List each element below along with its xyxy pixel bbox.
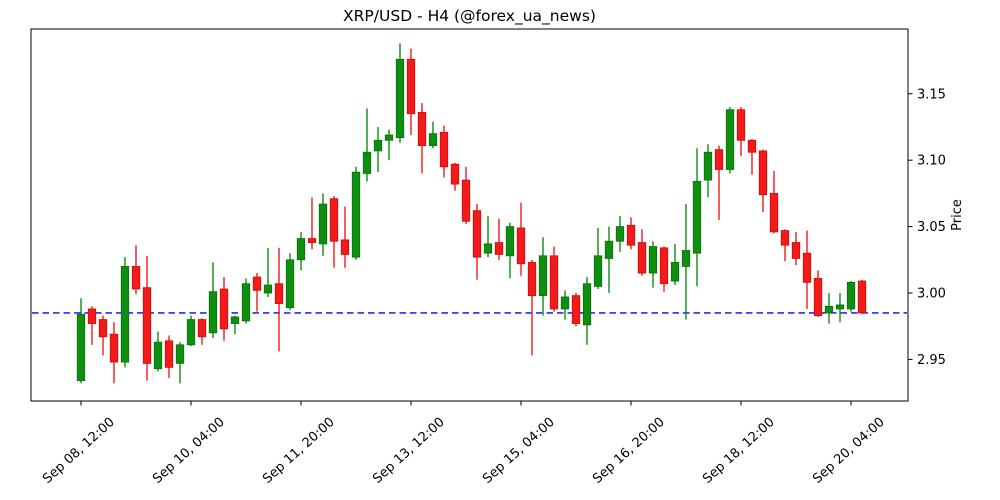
candle-body — [527, 262, 537, 297]
x-tick-label: Sep 15, 04:00 — [480, 415, 558, 487]
candle-body — [208, 291, 218, 334]
candle-body — [131, 266, 141, 290]
candle-body — [285, 259, 295, 309]
candle-body — [670, 262, 680, 282]
candle-body — [516, 227, 526, 265]
candle-body — [857, 280, 867, 314]
candle-body — [505, 226, 515, 257]
candle-body — [604, 240, 614, 259]
candle-body — [538, 255, 548, 297]
x-tick-label: Sep 11, 20:00 — [260, 415, 338, 487]
x-tick-label: Sep 13, 12:00 — [370, 415, 448, 487]
candle-body — [153, 341, 163, 370]
candle-body — [626, 224, 636, 246]
candle-body — [373, 139, 383, 152]
candle-body — [791, 242, 801, 259]
candle-body — [197, 319, 207, 338]
candle-body — [703, 151, 713, 181]
candle-body — [109, 333, 119, 363]
candle-body — [395, 58, 405, 139]
y-tick-label: 3.05 — [917, 220, 946, 235]
candle-body — [263, 284, 273, 294]
candle-body — [142, 287, 152, 364]
plot-border — [30, 28, 909, 402]
candle-body — [769, 192, 779, 233]
x-tick-label: Sep 08, 12:00 — [40, 415, 118, 487]
candle-body — [307, 238, 317, 243]
candle-body — [747, 139, 757, 153]
candle-body — [582, 283, 592, 326]
candle-body — [120, 266, 130, 363]
candle-body — [813, 277, 823, 316]
candle-body — [494, 242, 504, 255]
candle-body — [560, 296, 570, 310]
candle-body — [175, 344, 185, 364]
candle-body — [725, 109, 735, 170]
candle-body — [241, 283, 251, 322]
candle-body — [637, 242, 647, 274]
candle-body — [692, 181, 702, 254]
candle-body — [824, 305, 834, 314]
candle-body — [593, 255, 603, 287]
x-tick-label: Sep 20, 04:00 — [810, 415, 888, 487]
candle-body — [186, 319, 196, 346]
candle-body — [714, 149, 724, 170]
y-tick-label: 3.10 — [917, 154, 946, 169]
candle-body — [318, 203, 328, 245]
candle-body — [835, 304, 845, 310]
candle-body — [417, 111, 427, 146]
y-tick-label: 3.15 — [917, 87, 946, 102]
x-tick-label: Sep 10, 04:00 — [150, 415, 228, 487]
candle-body — [681, 250, 691, 267]
candle-body — [252, 276, 262, 291]
price-axis-label: Price — [950, 199, 965, 231]
candle-body — [296, 238, 306, 261]
candle-body — [274, 283, 284, 305]
candle-body — [846, 281, 856, 310]
candle-body — [76, 313, 86, 382]
candle-body — [340, 239, 350, 255]
candle-body — [219, 288, 229, 330]
candle-body — [406, 58, 416, 115]
candle-body — [164, 340, 174, 368]
candle-body — [98, 319, 108, 338]
candle-body — [648, 246, 658, 274]
candle-body — [461, 179, 471, 222]
x-tick-label: Sep 18, 12:00 — [700, 415, 778, 487]
candle-body — [736, 109, 746, 141]
candle-body — [87, 308, 97, 324]
candle-body — [428, 133, 438, 146]
candle-body — [483, 243, 493, 254]
candle-body — [472, 210, 482, 258]
candle-body — [571, 295, 581, 324]
candle-body — [549, 255, 559, 310]
candle-body — [351, 171, 361, 258]
candle-body — [439, 131, 449, 168]
candle-body — [362, 151, 372, 174]
chart-title: XRP/USD - H4 (@forex_ua_news) — [343, 7, 596, 25]
y-tick-label: 2.95 — [917, 353, 946, 368]
candle-body — [230, 316, 240, 324]
candle-body — [329, 198, 339, 242]
candle-body — [659, 247, 669, 285]
candle-body — [802, 252, 812, 283]
candle-body — [758, 150, 768, 196]
y-tick-label: 3.00 — [917, 287, 946, 302]
candle-body — [384, 134, 394, 141]
x-tick-label: Sep 16, 20:00 — [590, 415, 668, 487]
candle-body — [780, 230, 790, 246]
candle-body — [450, 163, 460, 185]
candle-body — [615, 226, 625, 242]
